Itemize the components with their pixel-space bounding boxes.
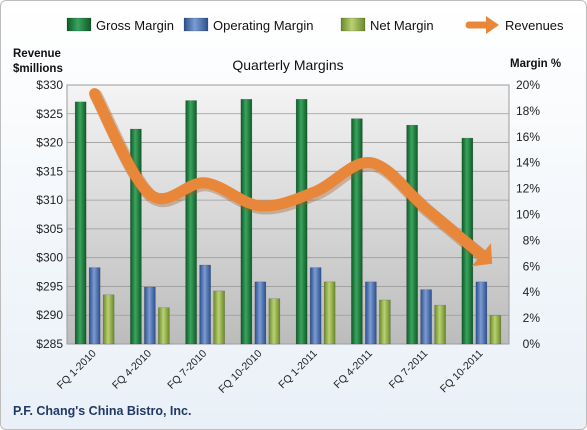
right-axis-title: Margin % xyxy=(510,58,561,70)
gross-margin-bar xyxy=(74,101,87,345)
left-axis-title-line2: $millions xyxy=(13,63,63,75)
x-tick-label: FQ 10-2011 xyxy=(438,348,486,396)
left-tick-label: $305 xyxy=(36,222,63,236)
operating-margin-bar xyxy=(475,281,488,345)
left-tick-label: $290 xyxy=(36,308,63,322)
right-tick-label: 14% xyxy=(516,156,540,170)
net-margin-bar xyxy=(268,298,281,345)
x-tick-label: FQ 1-2010 xyxy=(55,348,99,392)
x-tick-label: FQ 1-2011 xyxy=(276,348,320,392)
legend-gross-margin-swatch xyxy=(66,17,92,32)
right-tick-label: 20% xyxy=(516,78,540,92)
net-margin-bar xyxy=(489,315,502,345)
x-tick-label: FQ 4-2010 xyxy=(110,348,154,392)
x-tick-label: FQ 7-2011 xyxy=(387,348,431,392)
operating-margin-bar xyxy=(88,267,101,345)
x-tick-label: FQ 7-2010 xyxy=(165,348,209,392)
right-tick-label: 18% xyxy=(516,104,540,118)
net-margin-bar xyxy=(379,299,391,345)
operating-margin-bar xyxy=(144,286,156,345)
right-tick-label: 2% xyxy=(523,311,541,325)
legend-operating-margin: Operating Margin xyxy=(213,18,313,33)
chart-title: Quarterly Margins xyxy=(232,57,343,73)
net-margin-bar xyxy=(102,294,115,345)
operating-margin-bar xyxy=(199,264,211,345)
footer-company: P.F. Chang's China Bistro, Inc. xyxy=(13,404,191,418)
gross-margin-bar xyxy=(185,100,197,345)
x-tick-label: FQ 10-2010 xyxy=(216,348,264,396)
left-tick-label: $310 xyxy=(36,193,63,207)
revenues-arrowhead xyxy=(471,243,493,267)
left-tick-label: $325 xyxy=(36,107,63,121)
left-tick-label: $285 xyxy=(36,337,63,351)
right-tick-label: 12% xyxy=(516,182,540,196)
revenues-line xyxy=(89,88,487,261)
operating-margin-bar xyxy=(309,267,322,345)
left-tick-label: $320 xyxy=(36,136,63,150)
legend-gross-margin: Gross Margin xyxy=(96,18,174,33)
right-tick-label: 0% xyxy=(523,337,541,351)
gross-margin-bar xyxy=(130,128,142,345)
net-margin-bar xyxy=(158,307,170,345)
legend-revenues: Revenues xyxy=(505,18,564,33)
left-tick-label: $295 xyxy=(36,279,63,293)
right-tick-label: 6% xyxy=(523,259,541,273)
left-tick-label: $300 xyxy=(36,251,63,265)
legend-net-margin: Net Margin xyxy=(370,18,434,33)
left-tick-label: $330 xyxy=(36,78,63,92)
gross-margin-bar xyxy=(240,98,253,345)
right-tick-label: 8% xyxy=(523,233,541,247)
gross-margin-bar xyxy=(351,118,363,345)
net-margin-bar xyxy=(323,281,336,345)
legend-revenues-arrow xyxy=(486,16,499,34)
gross-margin-bar xyxy=(295,98,308,345)
legend-operating-margin-swatch xyxy=(183,17,209,32)
left-tick-label: $315 xyxy=(36,164,63,178)
gross-margin-bar xyxy=(406,124,418,345)
left-axis-title-line1: Revenue xyxy=(13,48,61,60)
legend-net-margin-swatch xyxy=(340,17,366,32)
x-tick-label: FQ 4-2011 xyxy=(332,348,376,392)
net-margin-bar xyxy=(434,304,446,345)
right-tick-label: 16% xyxy=(516,130,540,144)
net-margin-bar xyxy=(213,290,225,345)
operating-margin-bar xyxy=(420,289,432,345)
right-tick-label: 4% xyxy=(523,285,541,299)
operating-margin-bar xyxy=(365,281,377,345)
right-tick-label: 10% xyxy=(516,208,540,222)
operating-margin-bar xyxy=(254,281,267,345)
